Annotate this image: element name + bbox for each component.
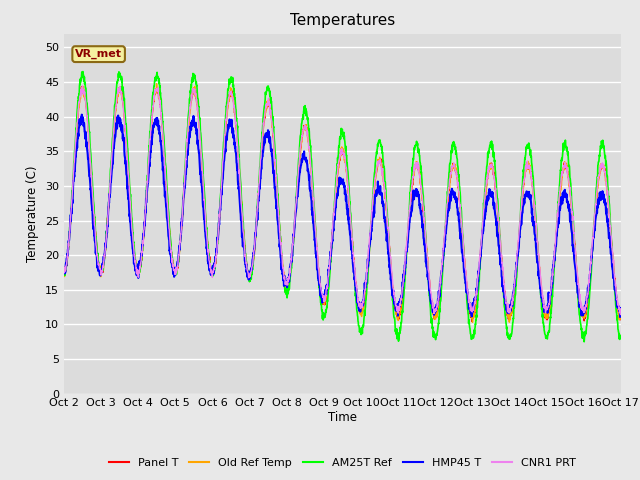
HMP45 T xyxy=(616,314,624,320)
Old Ref Temp xyxy=(617,315,625,321)
Old Ref Temp xyxy=(568,206,576,212)
Text: VR_met: VR_met xyxy=(75,49,122,59)
Old Ref Temp xyxy=(371,182,379,188)
HMP45 T xyxy=(359,300,367,305)
Title: Temperatures: Temperatures xyxy=(290,13,395,28)
Line: Panel T: Panel T xyxy=(64,86,621,321)
AM25T Ref xyxy=(60,266,68,272)
CNR1 PRT xyxy=(371,177,379,183)
Line: CNR1 PRT: CNR1 PRT xyxy=(64,86,621,314)
CNR1 PRT xyxy=(79,83,86,89)
CNR1 PRT xyxy=(568,210,575,216)
CNR1 PRT xyxy=(60,269,68,275)
Old Ref Temp xyxy=(60,270,68,276)
AM25T Ref xyxy=(568,200,575,205)
Y-axis label: Temperature (C): Temperature (C) xyxy=(26,165,40,262)
Panel T xyxy=(468,318,476,324)
CNR1 PRT xyxy=(617,306,625,312)
Panel T xyxy=(371,180,379,185)
Panel T xyxy=(568,210,576,216)
CNR1 PRT xyxy=(617,312,625,317)
HMP45 T xyxy=(371,201,379,206)
Panel T xyxy=(359,305,367,311)
Line: Old Ref Temp: Old Ref Temp xyxy=(64,84,621,323)
CNR1 PRT xyxy=(584,294,591,300)
AM25T Ref xyxy=(617,336,625,341)
AM25T Ref xyxy=(584,316,591,322)
Old Ref Temp xyxy=(359,305,367,311)
Legend: Panel T, Old Ref Temp, AM25T Ref, HMP45 T, CNR1 PRT: Panel T, Old Ref Temp, AM25T Ref, HMP45 … xyxy=(104,453,580,472)
AM25T Ref xyxy=(371,169,379,175)
Old Ref Temp xyxy=(468,320,476,325)
Panel T xyxy=(617,314,625,320)
Line: AM25T Ref: AM25T Ref xyxy=(64,72,621,342)
HMP45 T xyxy=(568,229,575,235)
Panel T xyxy=(216,215,223,220)
Panel T xyxy=(60,267,68,273)
AM25T Ref xyxy=(504,334,512,340)
HMP45 T xyxy=(60,269,68,275)
Old Ref Temp xyxy=(505,310,513,315)
Panel T xyxy=(77,84,85,89)
HMP45 T xyxy=(504,311,512,316)
CNR1 PRT xyxy=(359,300,367,305)
CNR1 PRT xyxy=(504,306,512,312)
X-axis label: Time: Time xyxy=(328,411,357,424)
AM25T Ref xyxy=(216,208,223,214)
Panel T xyxy=(505,314,513,320)
AM25T Ref xyxy=(580,339,588,345)
HMP45 T xyxy=(78,112,86,118)
HMP45 T xyxy=(216,210,223,216)
Panel T xyxy=(584,299,591,304)
HMP45 T xyxy=(584,295,591,301)
Old Ref Temp xyxy=(153,81,161,86)
HMP45 T xyxy=(617,305,625,311)
AM25T Ref xyxy=(79,69,86,74)
AM25T Ref xyxy=(359,324,367,329)
Old Ref Temp xyxy=(584,299,591,305)
Line: HMP45 T: HMP45 T xyxy=(64,115,621,317)
CNR1 PRT xyxy=(216,214,223,219)
Old Ref Temp xyxy=(216,217,223,223)
